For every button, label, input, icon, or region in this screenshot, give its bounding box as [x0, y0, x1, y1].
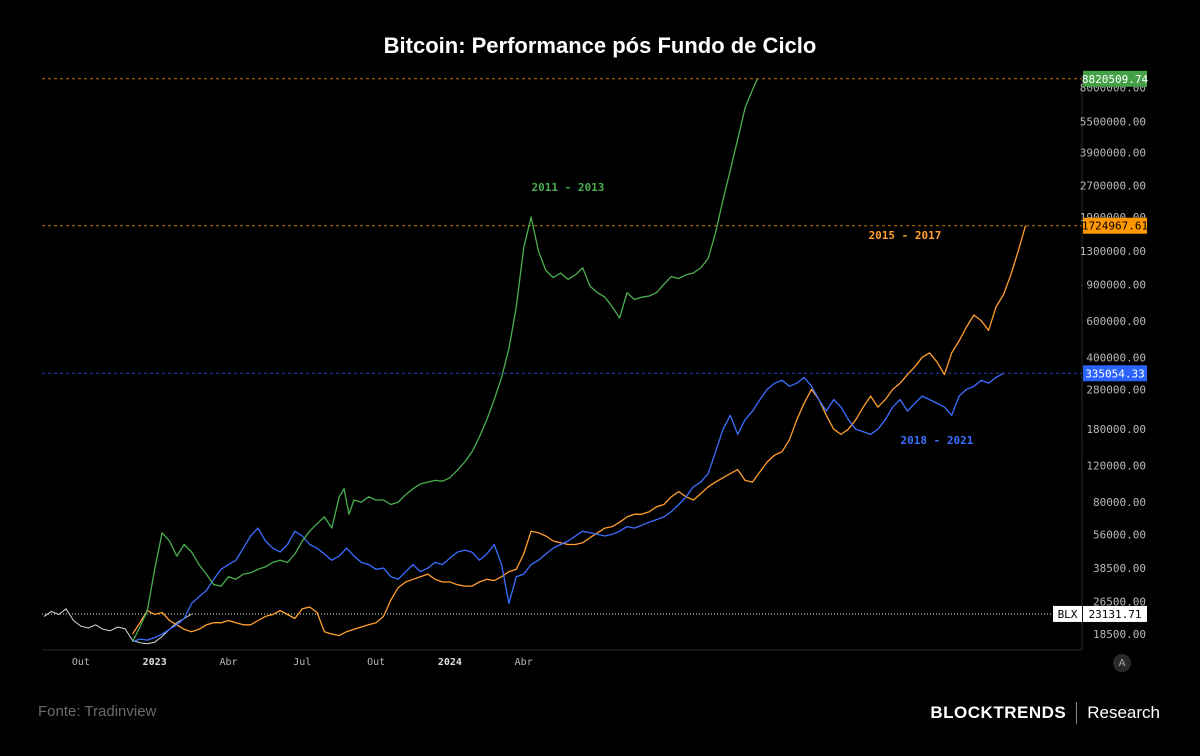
x-axis[interactable]: Out 2023 Abr Jul Out 2024 Abr	[72, 657, 533, 668]
y-tick-label: 38500.00	[1093, 562, 1146, 575]
reference-lines	[42, 78, 1082, 615]
brand-name: BLOCKTRENDS	[930, 703, 1067, 722]
y-tick-label: 3900000.00	[1080, 146, 1146, 159]
x-tick-label: 2023	[143, 657, 167, 668]
series-layer	[43, 78, 1027, 645]
y-tick-label: 1300000.00	[1080, 245, 1146, 258]
y-tick-label: 26500.00	[1093, 596, 1146, 609]
x-tick-label: Out	[367, 657, 385, 668]
x-tick-label: Abr	[515, 657, 533, 668]
price-badge: 8820509.74	[1082, 70, 1149, 87]
series-line-BLX	[43, 608, 192, 645]
brand-separator	[1076, 702, 1078, 724]
series-line-2011-2013	[132, 78, 758, 642]
price-badge-box	[1083, 70, 1147, 87]
price-badge-box	[1083, 217, 1147, 234]
y-tick-label: 120000.00	[1086, 460, 1146, 473]
x-tick-label: Jul	[293, 657, 311, 668]
brand-research: Research	[1087, 703, 1160, 722]
x-tick-label: 2024	[438, 657, 462, 668]
price-badge-box	[1083, 365, 1147, 382]
y-tick-label: 600000.00	[1086, 315, 1146, 328]
y-tick-label: 5500000.00	[1080, 115, 1146, 128]
y-tick-label: 2700000.00	[1080, 179, 1146, 192]
y-tick-label: 900000.00	[1086, 278, 1146, 291]
brand-logo: BLOCKTRENDS Research	[930, 702, 1160, 724]
price-badge: 335054.33	[1083, 365, 1147, 382]
y-tick-label: 80000.00	[1093, 496, 1146, 509]
y-tick-label: 56000.00	[1093, 528, 1146, 541]
y-tick-label: 18500.00	[1093, 628, 1146, 641]
chart: Bitcoin: Performance pós Fundo de Ciclo …	[42, 33, 1149, 668]
y-axis[interactable]: 18500.00 26500.00 38500.00 56000.00 80000.00…	[1080, 82, 1146, 641]
series-line-2015-2017	[132, 225, 1027, 637]
x-tick-label: Abr	[219, 657, 237, 668]
price-badge-value: 8820509.74	[1082, 73, 1149, 86]
annotation-layer: 2011 - 2013 2015 - 2017 2018 - 2021	[532, 181, 974, 447]
blx-symbol-box	[1053, 605, 1082, 622]
price-badge-value: 335054.33	[1085, 367, 1145, 380]
price-badges: BLX 23131.71 8820509.74 1724967.61 335054.33	[1053, 70, 1149, 622]
price-badge: BLX 23131.71	[1053, 605, 1147, 622]
price-badge: 1724967.61	[1082, 217, 1148, 234]
series-annotation: 2015 - 2017	[869, 229, 942, 242]
series-annotation: 2011 - 2013	[532, 181, 605, 194]
series-annotation: 2018 - 2021	[901, 434, 974, 447]
price-badge-box	[1083, 605, 1147, 622]
source-note: Fonte: Tradinview	[38, 703, 157, 720]
auto-scale-button[interactable]: A	[1113, 654, 1131, 672]
price-badge-value: 1724967.61	[1082, 220, 1148, 233]
y-tick-label: 180000.00	[1086, 423, 1146, 436]
y-tick-label: 400000.00	[1086, 351, 1146, 364]
price-badge-value: 23131.71	[1089, 608, 1142, 621]
chart-title: Bitcoin: Performance pós Fundo de Ciclo	[384, 33, 817, 58]
blx-symbol: BLX	[1058, 608, 1078, 621]
y-tick-label: 280000.00	[1086, 383, 1146, 396]
x-tick-label: Out	[72, 657, 90, 668]
series-line-2018-2021	[132, 372, 1004, 643]
